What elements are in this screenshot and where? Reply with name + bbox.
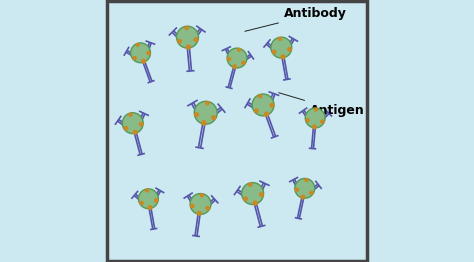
Circle shape — [148, 206, 152, 209]
Circle shape — [260, 193, 263, 196]
Circle shape — [244, 197, 247, 201]
Circle shape — [253, 201, 257, 205]
Circle shape — [281, 55, 285, 59]
Circle shape — [288, 48, 291, 51]
Circle shape — [249, 183, 252, 186]
Circle shape — [252, 94, 274, 116]
Circle shape — [212, 116, 216, 119]
Circle shape — [206, 206, 210, 210]
Circle shape — [310, 191, 313, 194]
Circle shape — [155, 199, 158, 202]
Circle shape — [136, 43, 139, 46]
Circle shape — [238, 48, 241, 51]
Circle shape — [122, 113, 143, 134]
Circle shape — [124, 127, 128, 130]
Circle shape — [191, 204, 194, 208]
Circle shape — [273, 50, 276, 54]
Circle shape — [233, 65, 237, 68]
Circle shape — [305, 179, 308, 182]
Circle shape — [131, 43, 150, 63]
Circle shape — [142, 59, 146, 63]
Circle shape — [295, 188, 299, 191]
Circle shape — [200, 194, 203, 197]
Circle shape — [301, 195, 305, 199]
Circle shape — [129, 113, 132, 116]
Circle shape — [314, 108, 318, 111]
Circle shape — [305, 108, 325, 128]
Circle shape — [194, 101, 217, 124]
Circle shape — [227, 48, 247, 68]
Circle shape — [197, 211, 201, 215]
Circle shape — [178, 39, 182, 43]
Circle shape — [264, 112, 268, 116]
Circle shape — [133, 57, 136, 60]
Circle shape — [140, 201, 143, 205]
Circle shape — [202, 121, 206, 125]
Circle shape — [206, 101, 209, 105]
Circle shape — [242, 61, 245, 64]
Text: Antigen: Antigen — [279, 93, 365, 117]
Circle shape — [176, 26, 199, 48]
Circle shape — [186, 45, 191, 49]
Circle shape — [133, 130, 137, 134]
Circle shape — [295, 178, 315, 198]
Circle shape — [228, 57, 231, 61]
Circle shape — [321, 120, 324, 123]
Circle shape — [278, 37, 281, 40]
Text: Antibody: Antibody — [245, 7, 347, 31]
Circle shape — [271, 37, 292, 58]
Circle shape — [270, 103, 273, 107]
Circle shape — [195, 113, 199, 117]
Circle shape — [185, 26, 188, 30]
Circle shape — [139, 123, 143, 126]
Circle shape — [146, 189, 148, 192]
Circle shape — [190, 194, 211, 214]
Circle shape — [242, 183, 264, 205]
Circle shape — [306, 119, 309, 122]
Circle shape — [255, 109, 258, 113]
Circle shape — [147, 51, 150, 55]
Circle shape — [194, 38, 198, 41]
Circle shape — [313, 125, 316, 129]
Circle shape — [258, 95, 262, 98]
Circle shape — [138, 189, 158, 209]
